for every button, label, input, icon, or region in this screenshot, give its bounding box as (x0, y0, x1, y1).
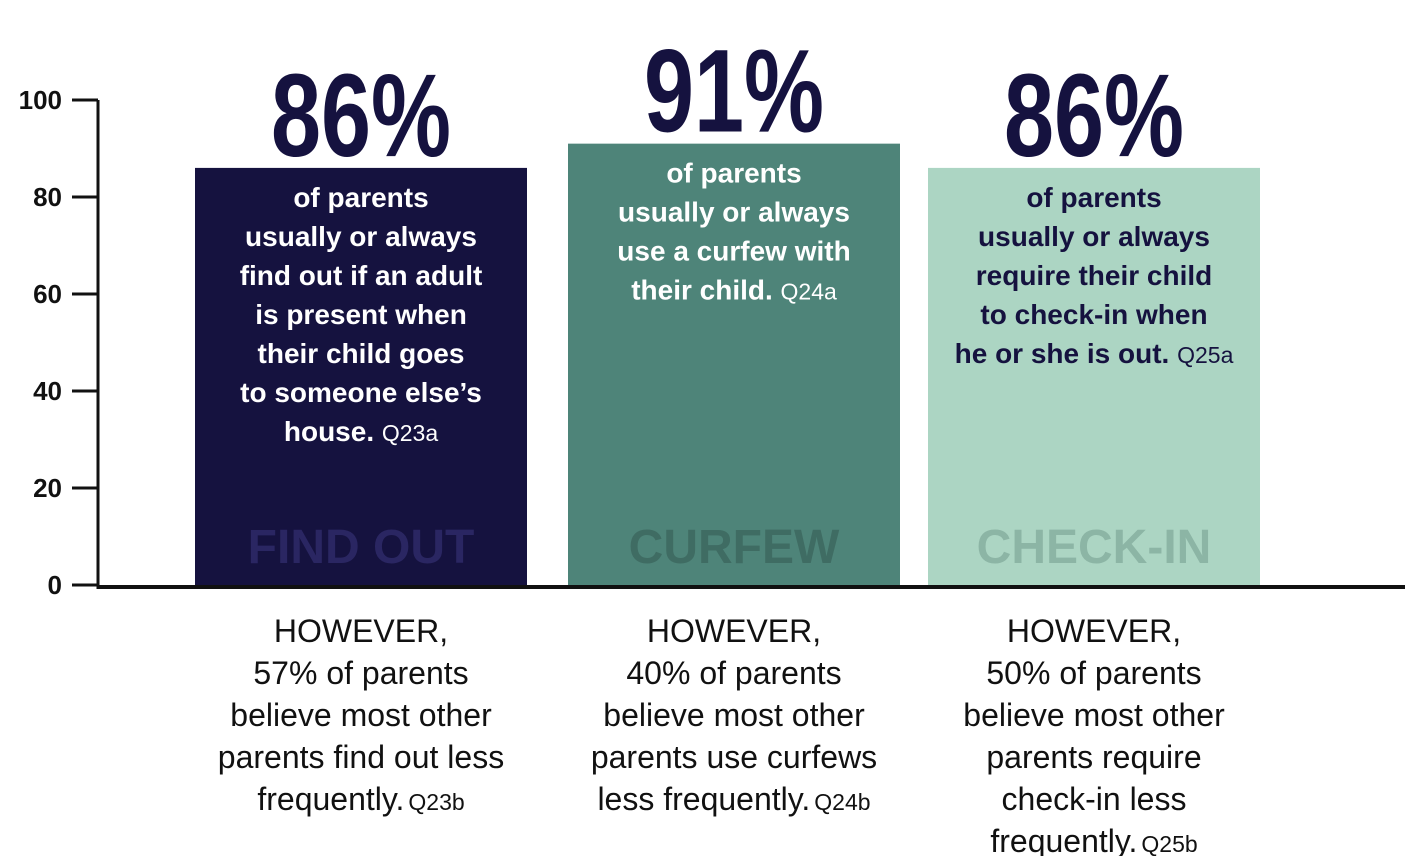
note: frequently. Q23b (257, 781, 464, 817)
bar-description: their child. Q24a (631, 275, 837, 306)
description-line: usually or always (978, 221, 1210, 252)
description-line: their child goes (258, 338, 465, 369)
bar-description: of parents (293, 182, 428, 213)
note: HOWEVER, (274, 613, 448, 649)
note: check-in less (1002, 781, 1187, 817)
bar-description: of parents (666, 158, 801, 189)
bar-description: house. Q23a (284, 416, 438, 447)
y-tick-label: 100 (19, 85, 62, 115)
note-line: parents require (986, 739, 1201, 775)
bar-description: usually or always (618, 197, 850, 228)
note-line: 50% of parents (986, 655, 1201, 691)
y-tick-label: 40 (33, 376, 62, 406)
note-line: less frequently. (597, 781, 810, 817)
question-code: Q23b (408, 789, 464, 815)
description-line: usually or always (618, 197, 850, 228)
question-code: Q25a (1177, 342, 1233, 368)
bar (928, 167, 1260, 585)
note: parents require (986, 739, 1201, 775)
note: 50% of parents (986, 655, 1201, 691)
note-line: 40% of parents (626, 655, 841, 691)
note: believe most other (963, 697, 1225, 733)
note: believe most other (603, 697, 865, 733)
description-line: require their child (976, 260, 1213, 291)
note-line: frequently. (990, 823, 1137, 856)
category-label: FIND OUT (248, 521, 475, 574)
note-line: frequently. (257, 781, 404, 817)
note: HOWEVER, (647, 613, 821, 649)
description-line: of parents (1026, 182, 1161, 213)
description-line: house. (284, 416, 374, 447)
note-line: believe most other (963, 697, 1225, 733)
value-label: 91% (644, 26, 824, 158)
bar (568, 143, 900, 585)
note: parents find out less (218, 739, 504, 775)
bar-description: usually or always (245, 221, 477, 252)
value-label: 86% (271, 50, 451, 182)
description-line: use a curfew with (617, 236, 850, 267)
description-line: is present when (255, 299, 467, 330)
note: 40% of parents (626, 655, 841, 691)
note-line: parents find out less (218, 739, 504, 775)
note-line: believe most other (230, 697, 492, 733)
bar-description: to someone else’s (240, 377, 482, 408)
description-line: he or she is out. (955, 338, 1170, 369)
bar (195, 167, 527, 585)
question-code: Q23a (382, 420, 438, 446)
y-tick-label: 20 (33, 473, 62, 503)
note: frequently. Q25b (990, 823, 1197, 856)
y-tick-label: 60 (33, 279, 62, 309)
question-code: Q24b (814, 789, 870, 815)
value-label: 86% (1004, 50, 1184, 182)
description-line: usually or always (245, 221, 477, 252)
note-line: HOWEVER, (1007, 613, 1181, 649)
category-label: CHECK-IN (977, 521, 1212, 574)
question-code: Q25b (1141, 831, 1197, 856)
question-code: Q24a (781, 279, 837, 305)
description-line: to check-in when (980, 299, 1207, 330)
note: HOWEVER, (1007, 613, 1181, 649)
bar-description: is present when (255, 299, 467, 330)
description-line: to someone else’s (240, 377, 482, 408)
note-line: HOWEVER, (274, 613, 448, 649)
y-tick-label: 0 (48, 570, 62, 600)
bar-description: find out if an adult (240, 260, 483, 291)
y-tick-label: 80 (33, 182, 62, 212)
description-line: their child. (631, 275, 773, 306)
note-line: HOWEVER, (647, 613, 821, 649)
note-line: 57% of parents (253, 655, 468, 691)
bar-description: use a curfew with (617, 236, 850, 267)
description-line: of parents (666, 158, 801, 189)
note: parents use curfews (591, 739, 877, 775)
category-label: CURFEW (629, 521, 840, 574)
note: less frequently. Q24b (597, 781, 870, 817)
description-line: of parents (293, 182, 428, 213)
note: believe most other (230, 697, 492, 733)
description-line: find out if an adult (240, 260, 483, 291)
note-line: believe most other (603, 697, 865, 733)
bar-description: their child goes (258, 338, 465, 369)
note-line: parents use curfews (591, 739, 877, 775)
note-line: check-in less (1002, 781, 1187, 817)
bar-description: require their child (976, 260, 1213, 291)
bar-description: of parents (1026, 182, 1161, 213)
bar-description: to check-in when (980, 299, 1207, 330)
bar-description: he or she is out. Q25a (955, 338, 1234, 369)
bar-description: usually or always (978, 221, 1210, 252)
note: 57% of parents (253, 655, 468, 691)
